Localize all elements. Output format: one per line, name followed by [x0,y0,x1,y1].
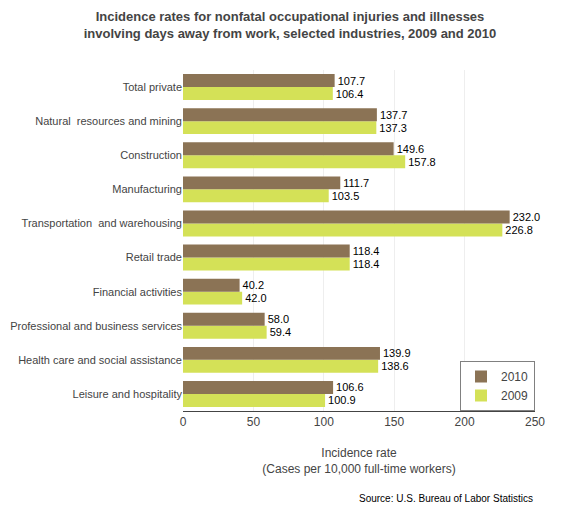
svg-text:103.5: 103.5 [332,190,360,202]
svg-text:100: 100 [314,415,334,429]
svg-text:Health care and social assista: Health care and social assistance [18,354,182,366]
svg-text:Construction: Construction [120,149,182,161]
svg-text:137.3: 137.3 [379,122,407,134]
svg-text:137.7: 137.7 [380,109,408,121]
svg-text:149.6: 149.6 [397,143,425,155]
svg-text:0: 0 [180,415,187,429]
svg-text:139.9: 139.9 [383,347,411,359]
svg-text:118.4: 118.4 [353,258,380,270]
svg-text:Incidence rate(Cases per 10,00: Incidence rate(Cases per 10,000 full-tim… [262,446,455,476]
svg-text:Retail trade: Retail trade [126,251,182,263]
svg-text:111.7: 111.7 [343,177,369,189]
svg-text:106.4: 106.4 [336,88,364,100]
svg-text:Professional and business serv: Professional and business services [10,320,182,332]
svg-text:Natural resources and mining: Natural resources and mining [35,115,182,127]
svg-text:200: 200 [455,415,475,429]
svg-text:Source: U.S. Bureau of Labor S: Source: U.S. Bureau of Labor Statistics [359,493,533,504]
svg-text:2010: 2010 [501,370,528,384]
svg-text:Total private: Total private [123,81,182,93]
svg-text:42.0: 42.0 [245,292,266,304]
svg-text:100.9: 100.9 [328,394,356,406]
svg-text:40.2: 40.2 [243,279,264,291]
svg-text:2009: 2009 [501,389,528,403]
svg-text:Financial activities: Financial activities [93,286,183,298]
svg-text:50: 50 [247,415,261,429]
svg-text:157.8: 157.8 [408,156,436,168]
svg-text:250: 250 [525,415,545,429]
svg-text:106.6: 106.6 [336,381,364,393]
svg-text:59.4: 59.4 [270,326,291,338]
svg-text:Manufacturing: Manufacturing [112,183,182,195]
svg-text:138.6: 138.6 [381,360,409,372]
svg-text:107.7: 107.7 [338,75,366,87]
svg-text:232.0: 232.0 [513,211,541,223]
svg-text:Incidence rates for nonfatal o: Incidence rates for nonfatal occupationa… [84,9,497,41]
svg-text:58.0: 58.0 [268,313,289,325]
svg-text:226.8: 226.8 [505,224,533,236]
svg-text:150: 150 [384,415,404,429]
svg-text:118.4: 118.4 [353,245,380,257]
svg-text:Leisure and hospitality: Leisure and hospitality [73,388,183,400]
svg-text:Transportation and warehousin: Transportation and warehousing [22,217,182,229]
